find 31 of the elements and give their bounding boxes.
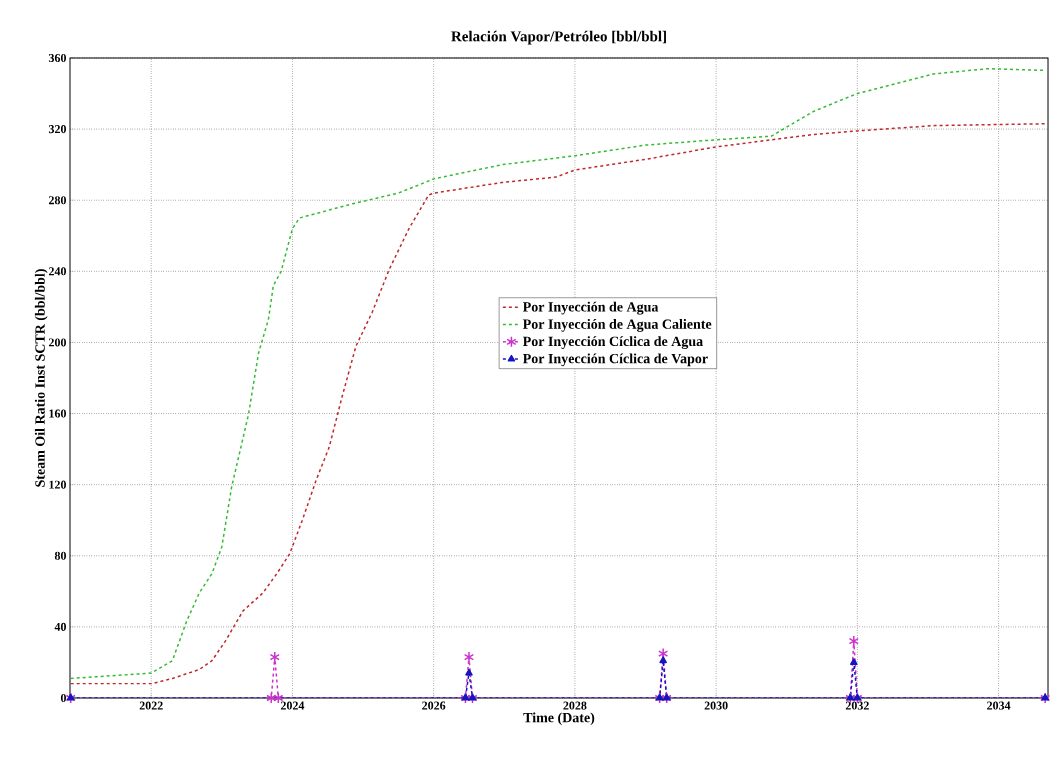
point: [465, 668, 473, 676]
y-tick-label: 360: [48, 53, 66, 63]
legend-label: Por Inyección Cíclica de Vapor: [522, 353, 708, 367]
legend-label: Por Inyección de Agua: [522, 301, 659, 315]
point: [848, 635, 859, 647]
y-tick-label: 0: [60, 693, 67, 703]
point: [463, 651, 475, 663]
x-tick-label: 2030: [704, 701, 728, 710]
x-axis-title: Time (Date): [523, 712, 595, 726]
legend-label: Por Inyección de Agua Caliente: [522, 318, 712, 332]
x-tick-label: 2034: [987, 701, 1011, 710]
point: [659, 656, 667, 664]
chart-title: Relación Vapor/Petróleo [bbl/bbl]: [451, 30, 666, 45]
y-tick-label: 240: [48, 267, 66, 276]
y-tick-label: 80: [54, 551, 66, 560]
y-tick-label: 160: [49, 409, 66, 418]
y-tick-label: 120: [49, 480, 66, 489]
y-tick-label: 200: [48, 338, 66, 347]
point: [850, 658, 858, 665]
y-tick-label: 280: [48, 196, 66, 205]
x-tick-label: 2024: [280, 701, 305, 710]
y-tick-label: 320: [48, 125, 66, 134]
y-tick-label: 40: [54, 622, 66, 631]
x-tick-label: 2026: [422, 701, 446, 710]
x-tick-label: 2022: [139, 701, 163, 710]
point: [266, 692, 277, 704]
x-tick-label: 2032: [845, 701, 869, 710]
legend-label: Por Inyección Cíclica de Agua: [522, 336, 703, 350]
y-axis-title: Steam Oil Ratio Inst SCTR (bbl/bbl): [34, 269, 48, 487]
point: [269, 651, 280, 663]
x-tick-label: 2028: [563, 701, 587, 710]
